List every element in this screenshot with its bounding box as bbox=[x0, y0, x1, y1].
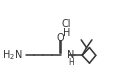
Text: O: O bbox=[57, 33, 65, 43]
Text: Cl: Cl bbox=[62, 19, 71, 29]
Text: H$_2$N: H$_2$N bbox=[2, 48, 22, 62]
Text: H: H bbox=[63, 28, 70, 38]
Text: H: H bbox=[68, 58, 74, 67]
Text: N: N bbox=[67, 50, 75, 60]
